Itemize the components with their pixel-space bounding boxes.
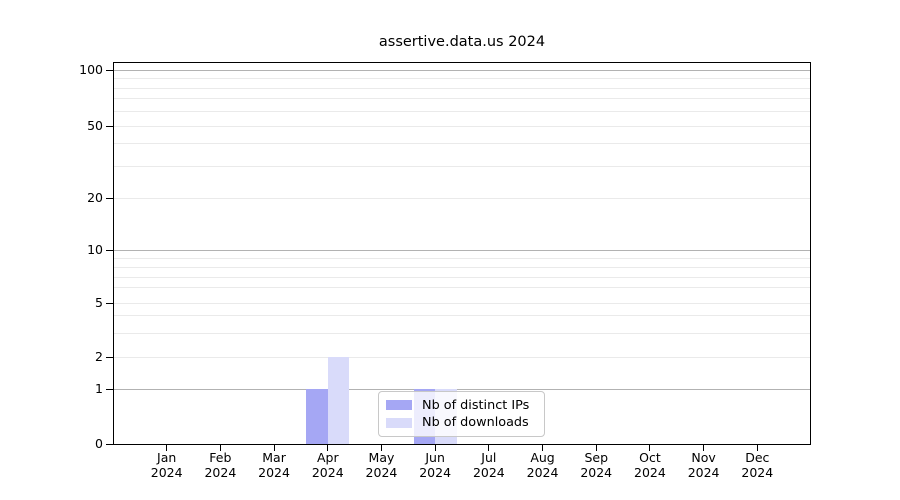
legend-swatch-nb-of-downloads <box>386 417 412 428</box>
y-tick-label: 20 <box>87 190 103 205</box>
y-tick-label: 5 <box>95 294 103 310</box>
gridline-y1 <box>114 388 810 390</box>
y-tick-label: 1 <box>95 380 103 396</box>
gridline-y60 <box>114 111 810 112</box>
y-tick <box>106 70 113 71</box>
gridline-y100 <box>114 70 810 71</box>
y-tick-label: 10 <box>87 241 103 257</box>
legend-label: Nb of distinct IPs <box>422 397 530 413</box>
x-tick-label-mar: Mar 2024 <box>258 450 290 480</box>
y-tick-label: 100 <box>79 62 103 77</box>
gridline-y6 <box>114 287 810 288</box>
x-tick-label-apr: Apr 2024 <box>311 450 344 480</box>
gridline-y5 <box>114 302 810 304</box>
x-tick-label-jun: Jun 2024 <box>419 450 452 480</box>
x-tick <box>595 445 597 451</box>
bar-nb-of-downloads-apr <box>327 356 350 444</box>
chart-title: assertive.data.us 2024 <box>378 34 546 50</box>
x-tick <box>488 445 490 451</box>
gridline-y50 <box>114 125 810 127</box>
gridline-y2 <box>114 356 810 358</box>
x-tick-label-dec: Dec 2024 <box>741 450 774 480</box>
gridline-y20 <box>114 198 810 199</box>
x-tick-label-sep: Sep 2024 <box>580 450 613 480</box>
y-tick <box>106 198 113 199</box>
gridline-y90 <box>114 78 810 79</box>
gridline-y9 <box>114 258 810 259</box>
gridline-y30 <box>114 166 810 167</box>
gridline-y40 <box>114 143 810 144</box>
gridline-y4 <box>114 315 810 316</box>
legend-swatch-nb-of-distinct-ips <box>386 400 412 411</box>
x-tick-label-may: May 2024 <box>365 450 398 480</box>
legend-item-nb-of-downloads: Nb of downloads <box>386 415 537 430</box>
bar-nb-of-distinct-ips-apr <box>306 388 328 444</box>
y-tick-label: 50 <box>87 117 103 133</box>
legend: Nb of distinct IPs Nb of downloads <box>378 391 545 437</box>
y-tick <box>106 389 113 390</box>
x-tick <box>649 445 651 451</box>
x-tick-label-oct: Oct 2024 <box>634 450 666 480</box>
gridline-y3 <box>114 332 810 334</box>
x-tick <box>166 445 168 451</box>
y-tick <box>106 250 113 251</box>
x-tick <box>327 445 329 451</box>
y-tick-label: 0 <box>95 436 103 451</box>
legend-label: Nb of downloads <box>422 415 529 431</box>
x-tick-label-jan: Jan 2024 <box>150 450 183 480</box>
x-tick <box>703 445 705 451</box>
x-tick <box>219 445 221 451</box>
x-tick <box>273 445 275 451</box>
x-tick-label-aug: Aug 2024 <box>526 450 559 480</box>
gridline-y7 <box>114 277 810 278</box>
y-tick <box>106 303 113 304</box>
y-tick-label: 2 <box>95 348 103 364</box>
gridline-y80 <box>114 88 810 89</box>
x-tick <box>434 445 436 451</box>
plot-area <box>113 62 811 445</box>
x-tick-label-feb: Feb 2024 <box>204 450 237 480</box>
x-tick <box>380 445 382 451</box>
x-tick <box>756 445 758 451</box>
gridline-y70 <box>114 98 810 99</box>
y-tick <box>106 444 113 445</box>
gridline-y10 <box>114 249 810 251</box>
y-tick <box>106 357 113 358</box>
x-tick <box>542 445 544 451</box>
x-tick-label-jul: Jul 2024 <box>472 450 505 480</box>
x-tick-label-nov: Nov 2024 <box>687 450 720 480</box>
gridline-y8 <box>114 267 810 268</box>
y-tick <box>106 126 113 127</box>
legend-item-nb-of-distinct-ips: Nb of distinct IPs <box>386 398 537 413</box>
